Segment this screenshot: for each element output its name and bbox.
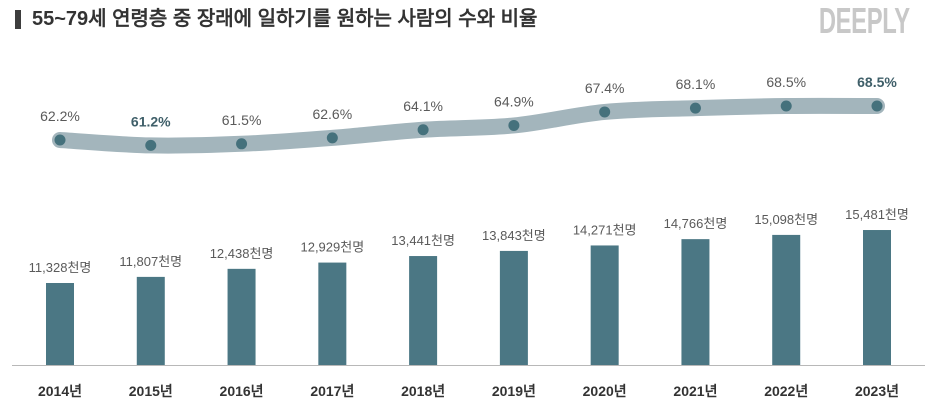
bar-4 — [409, 256, 438, 365]
bar-value-label-6: 14,271천명 — [573, 222, 637, 237]
ratio-label-8: 68.5% — [766, 74, 806, 90]
ratio-labels: 62.2% 61.2% 61.5% 62.6% 64.1% 64.9% 67.4% 68.1%… — [40, 74, 897, 129]
bar-1 — [136, 276, 165, 365]
x-axis-labels: 2014년 2015년 2016년 2017년 2018년 2019년 2020년 2021년… — [38, 383, 899, 399]
ratio-point-2 — [236, 138, 248, 150]
bar-0 — [46, 282, 74, 365]
x-tick-label-3: 2017년 — [310, 383, 354, 399]
x-tick-label-7: 2021년 — [673, 383, 717, 399]
ratio-label-2: 61.5% — [222, 112, 262, 128]
ratio-point-8 — [780, 100, 792, 112]
title-marker — [15, 10, 21, 29]
ratio-label-0: 62.2% — [40, 108, 80, 124]
deeply-logo: DEEPLY — [819, 0, 910, 41]
x-tick-label-1: 2015년 — [129, 383, 173, 399]
ratio-line-series — [52, 97, 885, 154]
bar-7 — [681, 239, 710, 365]
ratio-point-6 — [599, 106, 611, 118]
bar-3 — [318, 262, 347, 365]
bar-value-label-7: 14,766천명 — [664, 216, 728, 231]
ratio-label-5: 64.9% — [494, 93, 534, 109]
ratio-point-4 — [417, 124, 429, 136]
bar-value-label-8: 15,098천명 — [754, 212, 818, 227]
bar-8 — [772, 234, 801, 365]
ratio-point-9 — [871, 100, 883, 112]
ratio-line — [52, 97, 885, 154]
x-tick-label-2: 2016년 — [220, 383, 264, 399]
x-tick-label-9: 2023년 — [855, 383, 899, 399]
ratio-point-0 — [54, 134, 66, 146]
bar-series — [46, 230, 891, 365]
bar-value-label-4: 13,441천명 — [391, 233, 455, 248]
ratio-label-4: 64.1% — [403, 98, 443, 114]
ratio-label-6: 67.4% — [585, 80, 625, 96]
x-tick-label-6: 2020년 — [583, 383, 627, 399]
bar-9 — [863, 230, 891, 365]
bar-value-label-3: 12,929천명 — [300, 240, 364, 255]
ratio-point-3 — [326, 132, 338, 144]
ratio-label-1: 61.2% — [131, 113, 171, 129]
bar-value-label-0: 11,328천명 — [29, 260, 92, 275]
bar-2 — [227, 268, 256, 365]
ratio-label-7: 68.1% — [676, 76, 716, 92]
ratio-point-5 — [508, 119, 520, 131]
ratio-point-1 — [145, 139, 157, 151]
x-tick-label-4: 2018년 — [401, 383, 445, 399]
bar-6 — [590, 245, 619, 365]
bar-value-label-9: 15,481천명 — [845, 207, 909, 222]
bar-value-label-2: 12,438천명 — [210, 246, 274, 261]
x-tick-label-5: 2019년 — [492, 383, 536, 399]
x-tick-label-8: 2022년 — [764, 383, 808, 399]
ratio-label-3: 62.6% — [312, 106, 352, 122]
x-tick-label-0: 2014년 — [38, 383, 82, 399]
bar-value-label-5: 13,843천명 — [482, 228, 546, 243]
bar-value-labels: 11,328천명 11,807천명 12,438천명 12,929천명 13,441천명… — [29, 207, 909, 275]
chart-title: 55~79세 연령층 중 장래에 일하기를 원하는 사람의 수와 비율 — [32, 8, 538, 30]
bar-value-label-1: 11,807천명 — [119, 254, 182, 269]
ratio-point-7 — [689, 102, 701, 114]
bar-5 — [499, 250, 528, 365]
ratio-label-9: 68.5% — [857, 74, 897, 90]
